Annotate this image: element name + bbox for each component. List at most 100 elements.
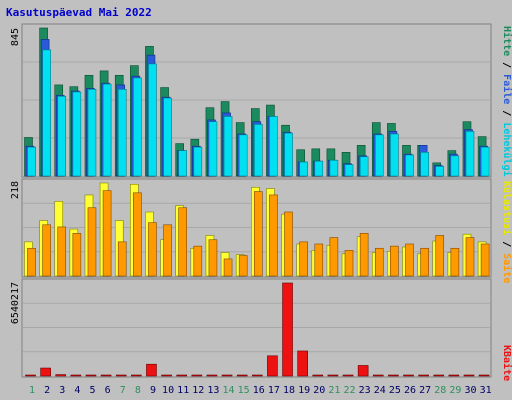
bar-pages [223,116,233,177]
bar-sites [390,245,399,277]
day-label: 18 [283,385,295,396]
day-label: 4 [74,385,80,396]
bar-kbytes [176,374,187,377]
bar-pages [178,150,187,177]
day-label: 12 [192,385,204,396]
legend-hits: Hitte [501,26,512,56]
bar-pages [344,164,354,177]
bar-kbytes [342,374,354,377]
bar-pages [133,77,142,177]
bar-kbytes [403,374,414,377]
day-label: 17 [268,385,280,396]
day-label: 9 [150,385,156,396]
day-label: 16 [253,385,265,396]
bar-pages [314,160,324,177]
legend-sep: / [501,104,512,122]
bar-kbytes [236,374,248,377]
bar-kbytes [388,374,399,377]
legend-sites: Saite [501,253,512,283]
bar-sites [193,245,203,277]
bar-pages [148,63,157,177]
bar-pages [72,91,82,177]
bar-sites [314,243,324,277]
day-label: 21 [328,385,340,396]
bar-kbytes [131,374,142,377]
bar-pages [359,156,369,177]
legend-pages: Lehekülgi [501,122,512,176]
day-label: 31 [480,385,492,396]
bar-kbytes [100,374,112,377]
bar-pages [465,131,475,177]
bar-pages [193,146,203,177]
y-max-label-top: 845 [10,28,21,46]
bar-kbytes [327,374,339,377]
day-label: 23 [359,385,371,396]
bar-kbytes [115,374,127,377]
bar-sites [435,235,445,277]
bar-pages [299,161,308,177]
day-label: 15 [238,385,250,396]
bar-pages [27,146,36,177]
bar-pages [254,124,263,177]
bar-kbytes [25,374,36,377]
bar-sites [87,207,97,277]
bar-sites [284,211,293,277]
bar-sites [117,241,127,277]
bar-kbytes [297,350,308,377]
bar-kbytes [40,367,51,377]
bar-pages [480,146,490,177]
bar-pages [57,96,67,177]
bar-kbytes [448,374,460,377]
day-label: 14 [223,385,235,396]
bar-pages [87,89,97,177]
bar-pages [163,97,172,177]
bar-kbytes [191,374,203,377]
bar-sites [27,247,36,277]
bar-sites [329,237,339,277]
chart-title: Kasutuspäevad Mai 2022 [6,6,152,19]
bar-sites [208,239,218,277]
bar-sites [163,224,172,277]
bar-pages [420,152,429,177]
legend-middle: Külastusi / Saite [501,181,512,283]
bar-sites [344,250,354,277]
bar-kbytes [70,374,82,377]
bar-kbytes [85,374,97,377]
bar-kbytes [478,374,490,377]
day-label: 24 [374,385,386,396]
bar-kbytes [418,374,429,377]
bar-pages [102,83,112,177]
bar-sites [148,222,157,277]
bar-kbytes [357,365,369,377]
bar-sites [465,237,475,277]
bar-pages [208,121,218,177]
bar-pages [238,134,248,177]
bar-kbytes [267,355,278,377]
day-label: 22 [343,385,355,396]
bar-kbytes [372,374,384,377]
bar-pages [450,155,460,177]
bar-kbytes [252,374,263,377]
bar-sites [102,190,112,277]
day-label: 20 [313,385,325,396]
bar-sites [359,233,369,277]
bar-sites [57,226,67,277]
bar-kbytes [206,374,218,377]
day-label: 10 [162,385,174,396]
bar-sites [480,243,490,277]
legend-kbytes: KBaite [501,345,512,381]
bars [24,27,490,377]
bar-pages [42,49,51,177]
legend-files: Faile [501,74,512,104]
day-label: 19 [298,385,310,396]
bar-kbytes [55,374,67,377]
bar-sites [133,192,142,277]
bar-kbytes [463,374,475,377]
bar-pages [269,116,278,177]
bar-sites [374,247,384,277]
bar-pages [284,132,293,177]
bar-kbytes [433,374,445,377]
bar-pages [390,133,399,177]
day-label: 1 [29,385,35,396]
